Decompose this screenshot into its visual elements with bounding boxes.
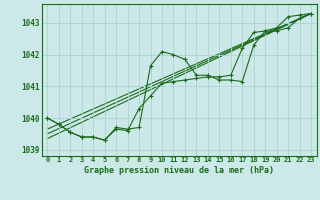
X-axis label: Graphe pression niveau de la mer (hPa): Graphe pression niveau de la mer (hPa) [84, 166, 274, 175]
